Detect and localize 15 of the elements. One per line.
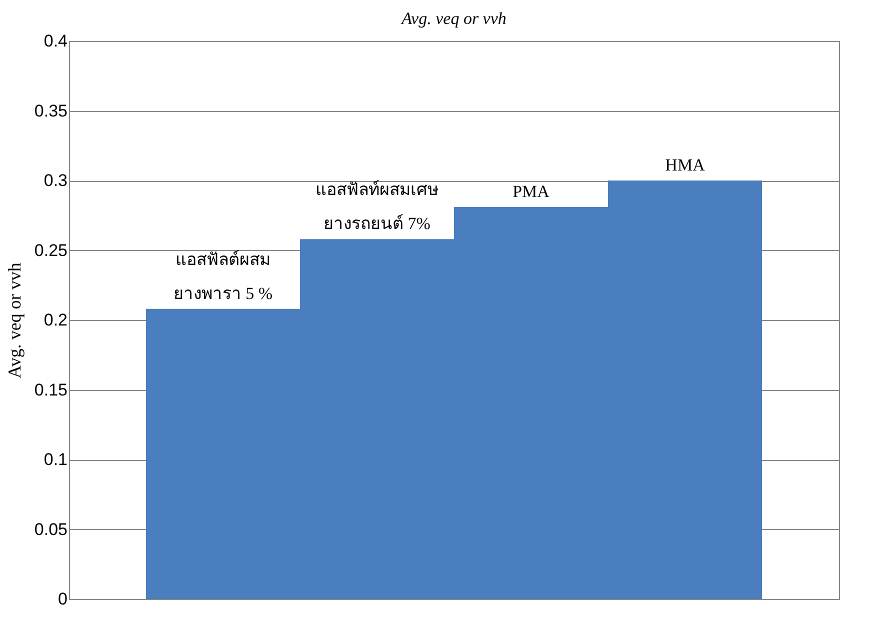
y-tick-label: 0.15 — [34, 380, 68, 400]
y-tick-label: 0 — [58, 590, 68, 608]
chart-title: Avg. veq or vvh — [400, 9, 506, 28]
y-tick-label: 0.25 — [34, 240, 68, 260]
category-label: แอสฟัลท์ผสมเศษ ยางรถยนต์ 7% — [316, 180, 438, 234]
category-label: แอสฟัลต์ผสม ยางพารา 5 % — [173, 250, 273, 303]
x-tick-label: PMA — [512, 182, 550, 202]
y-tick-label: 0.35 — [34, 101, 68, 120]
y-tick-label: 0.2 — [44, 310, 68, 330]
x-tick-label: HMA — [665, 156, 706, 174]
y-axis-title: Avg. veq or vvh — [4, 262, 24, 378]
y-tick-label: 0.1 — [44, 450, 68, 469]
y-tick-label: 0.3 — [44, 171, 68, 190]
y-tick-label: 0.4 — [44, 32, 68, 50]
y-tick-label: 0.05 — [34, 520, 68, 539]
